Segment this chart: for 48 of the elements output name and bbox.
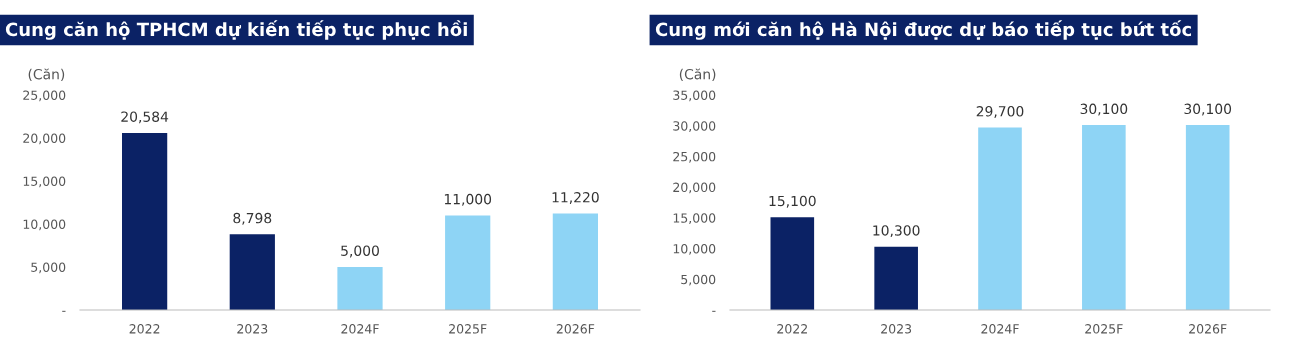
x-tick-label: 2022 bbox=[777, 324, 807, 334]
x-tick-label: 2024F bbox=[981, 324, 1019, 334]
data-label: 11,000 bbox=[444, 193, 492, 206]
bar bbox=[978, 127, 1022, 310]
y-tick-label: 20,000 bbox=[673, 182, 716, 194]
chart-title: Cung căn hộ TPHCM dự kiến tiếp tục phục hồi bbox=[5, 20, 467, 40]
data-label: 11,220 bbox=[552, 191, 599, 204]
data-label: 5,000 bbox=[341, 245, 379, 258]
y-tick-label: 5,000 bbox=[31, 262, 66, 274]
data-label: 30,100 bbox=[1080, 103, 1128, 116]
x-tick-label: 2022 bbox=[129, 324, 160, 334]
x-tick-label: 2026F bbox=[1189, 324, 1227, 334]
data-label: 30,100 bbox=[1184, 103, 1232, 116]
y-tick-label: 25,000 bbox=[673, 151, 716, 163]
data-label: 15,100 bbox=[769, 195, 816, 208]
y-tick-label: 25,000 bbox=[23, 90, 66, 102]
x-tick-label: 2025F bbox=[449, 324, 487, 334]
chart-title: Cung mới căn hộ Hà Nội được dự báo tiếp tục bứt tốc bbox=[655, 20, 1192, 40]
y-tick-label: 30,000 bbox=[673, 121, 716, 132]
x-tick-label: 2024F bbox=[341, 324, 379, 334]
x-tick-label: 2023 bbox=[237, 324, 268, 334]
data-label: 20,584 bbox=[121, 111, 169, 124]
bar bbox=[229, 234, 275, 310]
y-axis-title: (Căn) bbox=[28, 68, 65, 82]
bar bbox=[770, 217, 815, 310]
data-label: 10,300 bbox=[873, 225, 920, 238]
bar bbox=[1185, 125, 1230, 310]
bar bbox=[445, 215, 491, 310]
y-tick-label: 35,000 bbox=[673, 90, 716, 102]
bar bbox=[337, 267, 383, 310]
x-tick-label: 2023 bbox=[881, 324, 912, 334]
bar bbox=[552, 213, 598, 310]
y-tick-label: - bbox=[712, 310, 716, 312]
y-tick-label: 5,000 bbox=[681, 274, 716, 286]
bar bbox=[122, 132, 168, 310]
y-tick-label: 15,000 bbox=[673, 213, 716, 225]
y-tick-label: 10,000 bbox=[23, 219, 66, 231]
y-tick-label: 20,000 bbox=[23, 133, 66, 145]
y-axis-title: (Căn) bbox=[679, 68, 716, 82]
x-tick-label: 2026F bbox=[556, 324, 595, 334]
x-tick-label: 2025F bbox=[1085, 324, 1123, 334]
data-label: 29,700 bbox=[976, 106, 1024, 118]
bar bbox=[1082, 125, 1126, 310]
y-tick-label: - bbox=[62, 310, 66, 312]
y-tick-label: 10,000 bbox=[673, 244, 716, 255]
bar bbox=[874, 246, 918, 310]
y-tick-label: 15,000 bbox=[23, 176, 66, 188]
data-label: 8,798 bbox=[233, 212, 272, 225]
